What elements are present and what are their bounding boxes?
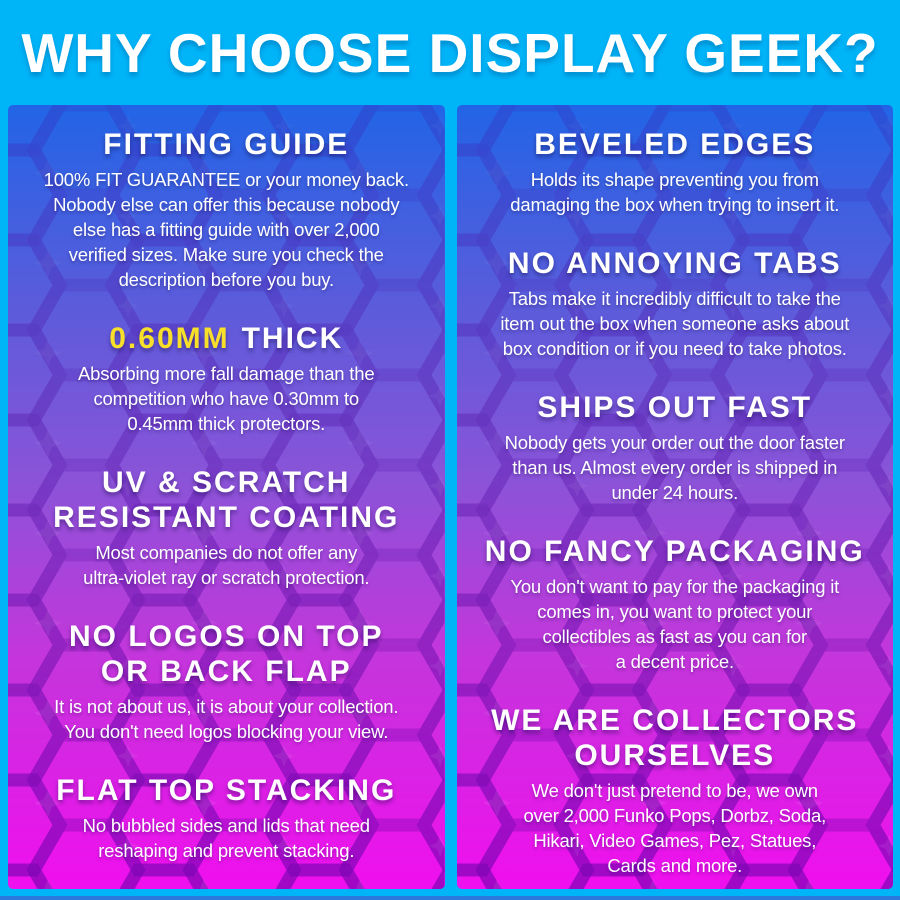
section-flat-top-stacking: FLAT TOP STACKING No bubbled sides and l… [13,773,440,863]
section-thickness: 0.60MM THICK Absorbing more fall damage t… [13,321,440,436]
section-no-annoying-tabs: NO ANNOYING TABS Tabs make it incredibly… [462,246,889,361]
columns-container: FITTING GUIDE 100% FIT GUARANTEE or your… [8,105,893,889]
section-body: Most companies do not offer any ultra-vi… [83,542,370,588]
section-heading: FITTING GUIDE [103,128,350,161]
section-heading: UV & SCRATCH RESISTANT COATING [53,466,400,534]
section-body: Nobody gets your order out the door fast… [504,432,845,503]
section-heading: NO LOGOS ON TOP OR BACK FLAP [69,620,384,688]
section-body: You don't want to pay for the packaging … [510,576,840,672]
section-heading: WE ARE COLLECTORS OURSELVES [491,704,859,772]
section-body: No bubbled sides and lids that need resh… [82,815,370,861]
section-body: We don't just pretend to be, we own over… [523,780,827,876]
hexagon-pattern [8,105,445,889]
bottom-strip [0,896,900,900]
section-ships-out-fast: SHIPS OUT FAST Nobody gets your order ou… [462,390,889,505]
section-heading: SHIPS OUT FAST [537,391,813,424]
section-heading: BEVELED EDGES [534,128,816,161]
section-uv-scratch-coating: UV & SCRATCH RESISTANT COATING Most comp… [13,465,440,590]
section-body: Absorbing more fall damage than the comp… [78,363,375,434]
section-body: Tabs make it incredibly difficult to tak… [500,288,850,359]
section-beveled-edges: BEVELED EDGES Holds its shape preventing… [462,127,889,217]
section-body: 100% FIT GUARANTEE or your money back. N… [43,169,409,290]
section-no-logos: NO LOGOS ON TOP OR BACK FLAP It is not a… [13,619,440,744]
section-body: It is not about us, it is about your col… [54,696,399,742]
section-heading: FLAT TOP STACKING [56,774,397,807]
thickness-heading-rest: THICK [241,322,344,355]
section-heading: NO FANCY PACKAGING [484,535,865,568]
section-fitting-guide: FITTING GUIDE 100% FIT GUARANTEE or your… [13,127,440,292]
right-panel-content: BEVELED EDGES Holds its shape preventing… [457,105,894,878]
header: WHY CHOOSE DISPLAY GEEK? [0,0,900,105]
page-title: WHY CHOOSE DISPLAY GEEK? [21,21,879,84]
section-heading: NO ANNOYING TABS [507,247,842,280]
right-panel: BEVELED EDGES Holds its shape preventing… [456,105,894,889]
section-heading: 0.60MM THICK [13,321,440,356]
left-panel: FITTING GUIDE 100% FIT GUARANTEE or your… [8,105,445,889]
section-we-are-collectors: WE ARE COLLECTORS OURSELVES We don't jus… [462,703,889,878]
left-panel-content: FITTING GUIDE 100% FIT GUARANTEE or your… [8,105,445,863]
thickness-value-highlight: 0.60MM [109,322,230,355]
hexagon-pattern [456,105,893,889]
section-no-fancy-packaging: NO FANCY PACKAGING You don't want to pay… [462,534,889,674]
section-body: Holds its shape preventing you from dama… [510,169,840,215]
